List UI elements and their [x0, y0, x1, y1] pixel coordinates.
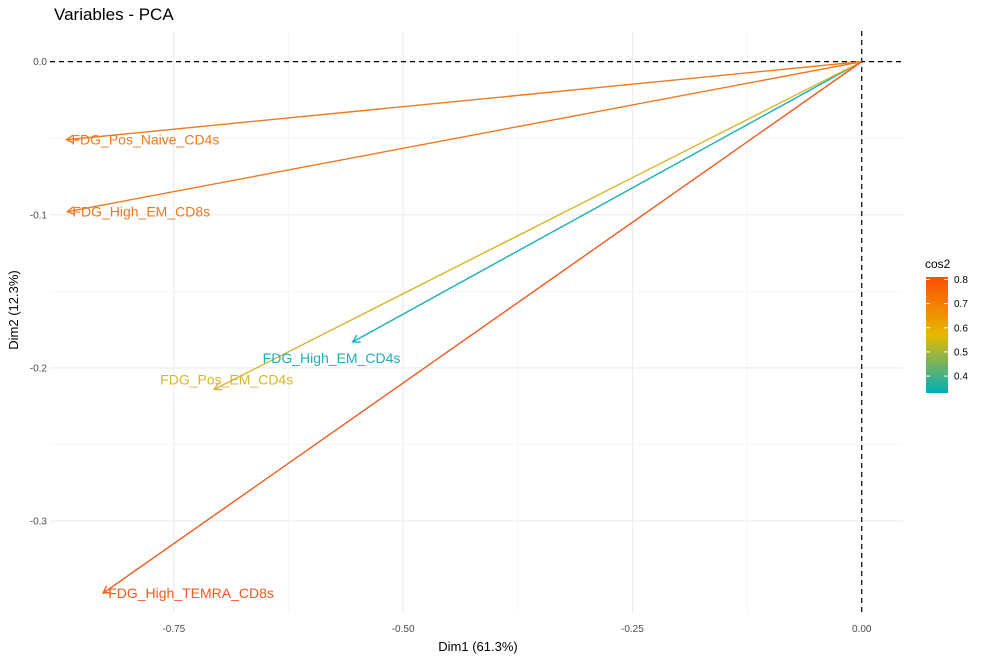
legend-tick-label: 0.7: [954, 299, 968, 310]
variable-arrow: [102, 61, 863, 594]
legend-tick-label: 0.4: [954, 372, 968, 383]
x-axis-title: Dim1 (61.3%): [438, 639, 517, 654]
legend-ticks: 0.4 0.5 0.6 0.7 0.8: [926, 275, 968, 383]
arrow-head: [102, 585, 112, 594]
variable-label: FDG_Pos_EM_CD4s: [160, 371, 293, 387]
x-tick-label: -0.25: [621, 624, 644, 635]
x-tick-label: -0.50: [392, 624, 415, 635]
legend-title: cos2: [925, 257, 951, 271]
reference-lines: [50, 31, 903, 613]
variable-label: FDG_High_TEMRA_CD8s: [108, 585, 274, 601]
variable-arrow: [66, 60, 862, 141]
chart-title: Variables - PCA: [54, 5, 174, 24]
variable-label: FDG_High_EM_CD4s: [263, 350, 401, 366]
variable-labels: FDG_Pos_Naive_CD4s FDG_High_EM_CD8s FDG_Hi…: [72, 132, 401, 601]
x-tick-label: 0.00: [852, 624, 872, 635]
legend-tick-label: 0.5: [954, 347, 968, 358]
variable-arrow: [67, 60, 862, 213]
y-axis-title: Dim2 (12.3%): [6, 270, 21, 349]
axis-ticks: -0.75 -0.50 -0.25 0.00 0.0 -0.1 -0.2 -0.3: [30, 57, 872, 635]
variable-arrow: [352, 61, 863, 343]
arrow-head: [65, 134, 75, 144]
y-tick-label: -0.3: [30, 517, 48, 528]
y-tick-label: 0.0: [33, 57, 47, 68]
legend-tick-label: 0.8: [954, 275, 968, 286]
cos2-legend: cos2 0.4 0.5 0.6 0.7 0.8: [925, 257, 968, 393]
arrow-head: [212, 382, 223, 391]
variable-arrows: [65, 60, 863, 594]
y-tick-label: -0.1: [30, 210, 48, 221]
legend-tick-label: 0.6: [954, 323, 968, 334]
grid: [50, 31, 903, 613]
variable-arrow: [213, 61, 863, 391]
variable-label: FDG_High_EM_CD8s: [72, 204, 210, 220]
legend-colorbar: [926, 277, 948, 393]
variable-label: FDG_Pos_Naive_CD4s: [72, 132, 220, 148]
arrow-head: [351, 334, 361, 343]
arrow-head: [66, 205, 76, 216]
y-tick-label: -0.2: [30, 363, 48, 374]
x-tick-label: -0.75: [162, 624, 185, 635]
